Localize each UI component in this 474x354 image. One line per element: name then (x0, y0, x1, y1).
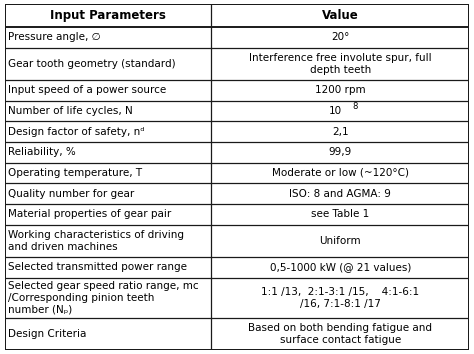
Text: 0,5-1000 kW (@ 21 values): 0,5-1000 kW (@ 21 values) (270, 262, 411, 272)
Text: Input Parameters: Input Parameters (50, 9, 166, 22)
Text: Design Criteria: Design Criteria (9, 329, 87, 339)
Text: 99,9: 99,9 (329, 147, 352, 157)
Text: Value: Value (322, 9, 359, 22)
Text: Design factor of safety, nᵈ: Design factor of safety, nᵈ (9, 127, 145, 137)
Text: Selected gear speed ratio range, mᴄ
/Corresponding pinion teeth
number (Nₚ): Selected gear speed ratio range, mᴄ /Cor… (9, 281, 199, 315)
Text: Working characteristics of driving
and driven machines: Working characteristics of driving and d… (9, 230, 184, 252)
Text: Number of life cycles, N: Number of life cycles, N (9, 106, 133, 116)
Text: Gear tooth geometry (standard): Gear tooth geometry (standard) (9, 59, 176, 69)
Text: 20°: 20° (331, 32, 349, 42)
Text: 1200 rpm: 1200 rpm (315, 85, 365, 95)
Text: Selected transmitted power range: Selected transmitted power range (9, 262, 187, 272)
Text: 2,1: 2,1 (332, 127, 349, 137)
Text: 8: 8 (352, 102, 357, 111)
Text: 1:1 /13,  2:1-3:1 /15,    4:1-6:1
/16, 7:1-8:1 /17: 1:1 /13, 2:1-3:1 /15, 4:1-6:1 /16, 7:1-8… (261, 287, 419, 309)
Text: Pressure angle, ∅: Pressure angle, ∅ (9, 32, 101, 42)
Text: 10: 10 (329, 106, 342, 116)
Text: Quality number for gear: Quality number for gear (9, 189, 135, 199)
Text: Material properties of gear pair: Material properties of gear pair (9, 209, 172, 219)
Text: Uniform: Uniform (319, 236, 361, 246)
Text: Moderate or low (~120°C): Moderate or low (~120°C) (272, 168, 409, 178)
Text: Interference free involute spur, full
depth teeth: Interference free involute spur, full de… (249, 53, 432, 75)
Text: ISO: 8 and AGMA: 9: ISO: 8 and AGMA: 9 (290, 189, 392, 199)
Text: Operating temperature, T: Operating temperature, T (9, 168, 143, 178)
Text: Input speed of a power source: Input speed of a power source (9, 85, 167, 95)
Text: Based on both bending fatigue and
surface contact fatigue: Based on both bending fatigue and surfac… (248, 323, 432, 345)
Text: Reliability, %: Reliability, % (9, 147, 76, 157)
Text: see Table 1: see Table 1 (311, 209, 369, 219)
